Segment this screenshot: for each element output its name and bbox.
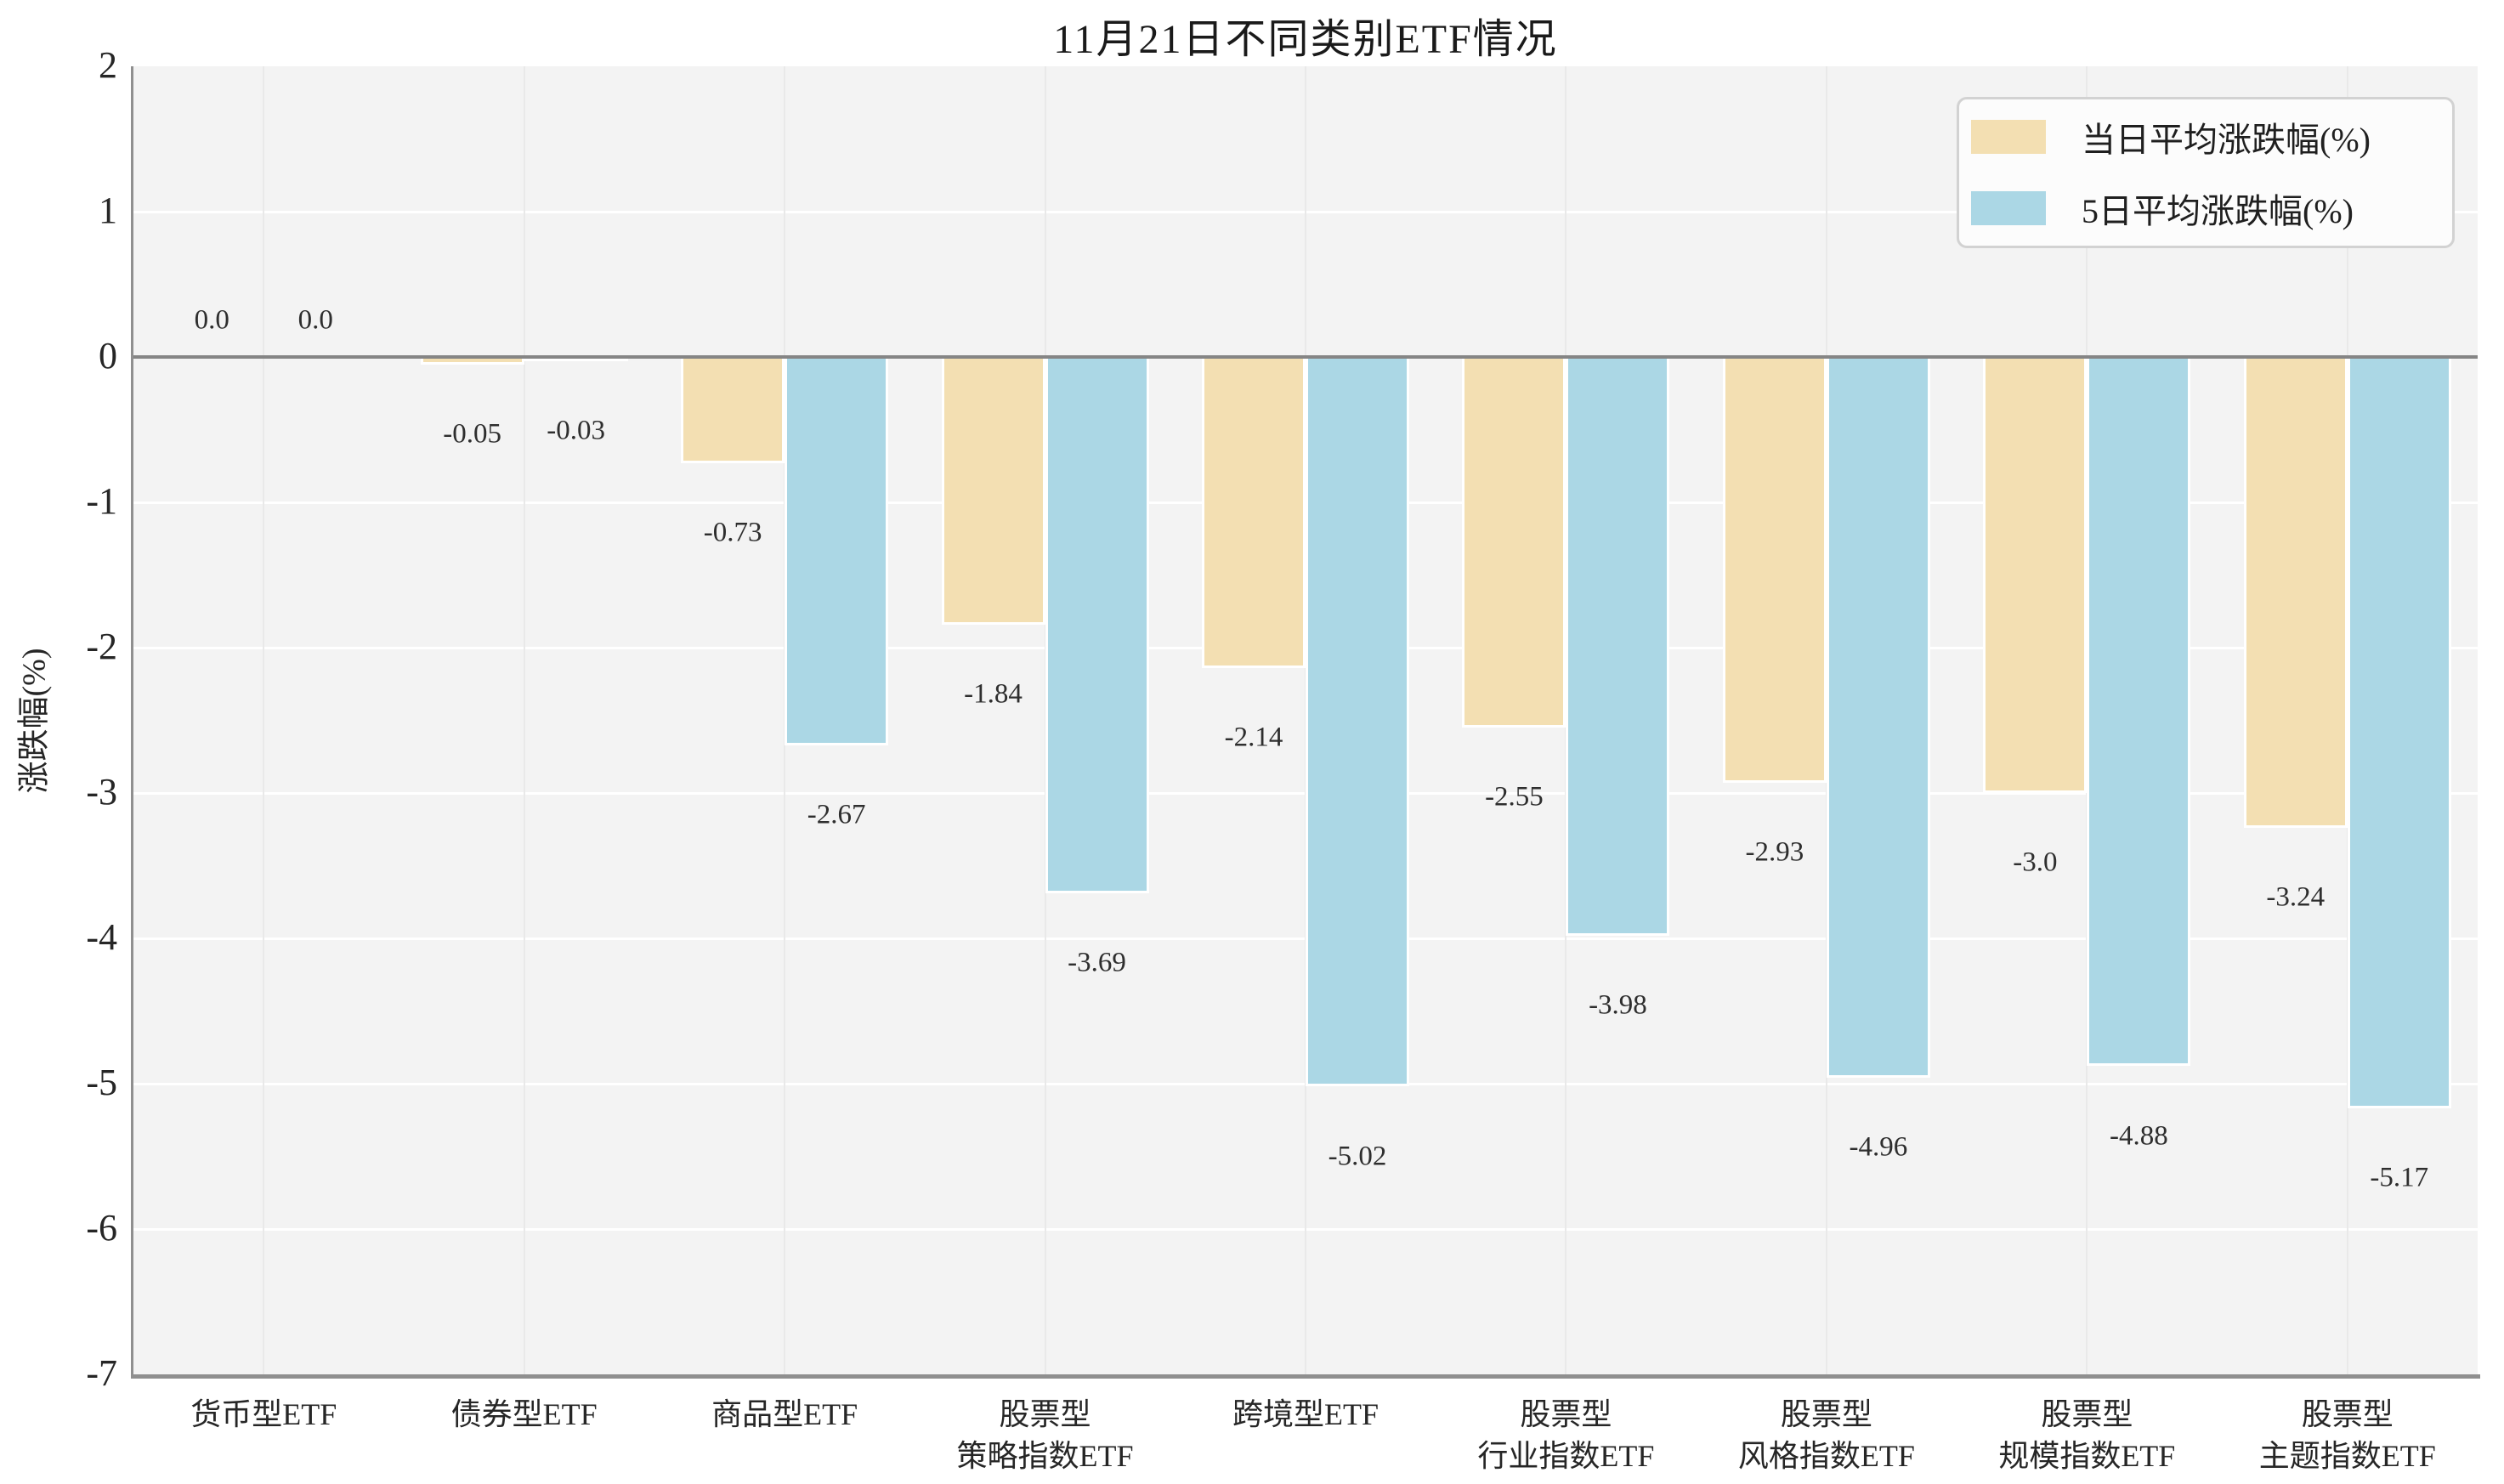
bar-5day [524, 357, 628, 362]
y-tick-label: -7 [86, 1352, 117, 1394]
legend-item-label: 5日平均涨跌幅(%) [2082, 192, 2354, 230]
plot-area: 0.0 -0.05 -0.73 -1.84 -2.14 -2.55 -2.93 -3.0 -3.… [133, 66, 2478, 1374]
x-tick-label: 股票型 主题指数ETF [2258, 1397, 2436, 1473]
bar-day [1722, 357, 1827, 784]
legend-item: 5日平均涨跌幅(%) [1971, 184, 2452, 233]
bar-value-label: -2.93 [1745, 836, 1804, 868]
bar-value-label: 0.0 [194, 304, 229, 336]
bar-5day [2087, 357, 2191, 1067]
x-tick-label: 股票型 策略指数ETF [956, 1397, 1134, 1473]
legend-item-label: 当日平均涨跌幅(%) [2082, 121, 2371, 159]
bar-value-label: 0.0 [297, 304, 333, 336]
legend-color-swatch [1971, 120, 2046, 154]
y-tick-label: 2 [99, 44, 117, 86]
bar-day [1202, 357, 1306, 668]
bar-day [1983, 357, 2088, 793]
gridline-vertical [263, 66, 265, 1374]
x-tick-label: 股票型 行业指数ETF [1477, 1397, 1655, 1473]
bar-value-label: -4.88 [2109, 1120, 2168, 1152]
bar-value-label: -5.17 [2370, 1162, 2429, 1193]
bar-value-label: -3.98 [1589, 989, 1647, 1021]
zero-line [133, 355, 2478, 359]
gridline-vertical [523, 66, 525, 1374]
bar-value-label: -3.24 [2266, 881, 2326, 913]
x-tick-label: 债券型ETF [450, 1397, 598, 1431]
x-tick-label: 股票型 规模指数ETF [1998, 1397, 2176, 1473]
bar-value-label: -2.55 [1485, 781, 1544, 813]
y-tick-label: -1 [86, 480, 117, 522]
bar-value-label: -0.03 [547, 415, 606, 446]
bar-value-label: -0.73 [703, 517, 762, 548]
x-tick-label: 跨境型ETF [1232, 1397, 1379, 1431]
bar-value-label: -0.05 [443, 418, 502, 450]
y-tick-label: 1 [99, 190, 117, 231]
bar-value-label: -2.14 [1224, 722, 1283, 753]
bar-5day [1306, 357, 1409, 1087]
y-tick-label: -3 [86, 771, 117, 813]
legend-color-swatch [1971, 191, 2046, 225]
bar-5day [2347, 357, 2451, 1109]
legend-item: 当日平均涨跌幅(%) [1971, 112, 2452, 161]
legend: 当日平均涨跌幅(%) 5日平均涨跌幅(%) [1957, 97, 2455, 248]
y-tick-label: -4 [86, 916, 117, 958]
x-axis-spine [131, 1374, 2480, 1379]
chart-title: 11月21日不同类别ETF情况 [1053, 17, 1558, 62]
bar-value-label: -3.69 [1068, 947, 1126, 978]
bar-day [420, 357, 524, 365]
y-tick-label: -6 [86, 1207, 117, 1249]
y-tick-label: -5 [86, 1062, 117, 1103]
y-tick-label: -2 [86, 626, 117, 667]
bar-5day [1045, 357, 1149, 893]
bar-value-label: -4.96 [1849, 1131, 1908, 1163]
bar-5day [785, 357, 889, 745]
bar-day [1462, 357, 1566, 728]
bar-5day [1826, 357, 1930, 1079]
bar-value-label: -3.0 [2013, 847, 2058, 878]
bar-5day [1566, 357, 1670, 936]
y-tick-label: 0 [99, 335, 117, 377]
x-tick-label: 股票型 风格指数ETF [1737, 1397, 1915, 1473]
x-tick-label: 货币型ETF [190, 1397, 337, 1431]
bar-day [941, 357, 1045, 625]
bar-value-label: -5.02 [1328, 1141, 1387, 1171]
y-axis-spine [131, 66, 133, 1379]
bar-day [2243, 357, 2348, 829]
x-tick-label: 商品型ETF [711, 1397, 858, 1431]
bar-value-label: -1.84 [964, 678, 1023, 710]
bar-value-label: -2.67 [807, 799, 866, 830]
bar-day [681, 357, 785, 463]
